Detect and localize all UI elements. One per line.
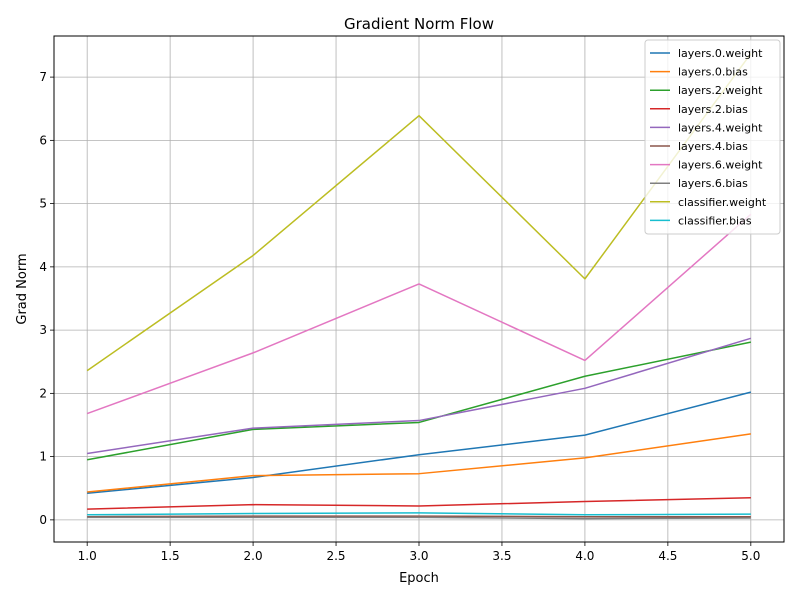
legend-entry-8: classifier.weight: [678, 196, 767, 209]
legend-entry-7: layers.6.bias: [678, 177, 748, 190]
legend-entry-4: layers.4.weight: [678, 121, 763, 134]
y-tick-label: 0: [39, 513, 47, 527]
legend-entry-2: layers.2.weight: [678, 84, 763, 97]
y-tick-label: 4: [39, 260, 47, 274]
legend-entry-5: layers.4.bias: [678, 140, 748, 153]
legend-entry-9: classifier.bias: [678, 214, 752, 227]
legend: layers.0.weight layers.0.bias layers.2.wei…: [644, 39, 781, 235]
series-line-3: [87, 496, 751, 510]
series-line-1: [87, 433, 751, 493]
legend-box: [644, 39, 781, 235]
series-line-5: [87, 515, 751, 518]
series-line-8: [86, 53, 752, 372]
x-tick-label: 2.0: [244, 549, 263, 563]
x-tick-label: 4.0: [575, 549, 594, 563]
legend-entry-0: layers.0.weight: [678, 47, 763, 60]
x-axis-label: Epoch: [399, 571, 439, 586]
series-line-0: [87, 391, 752, 495]
x-tick-label: 2.5: [326, 549, 345, 563]
series-line-4: [87, 337, 752, 455]
series-line-9: [87, 512, 751, 516]
series-lines: [86, 53, 752, 520]
x-axis-ticks: 1.0 1.5 2.0 2.5 3.0 3.5 4.0 4.5 5.0: [78, 542, 760, 563]
x-tick-label: 3.5: [492, 549, 511, 563]
x-tick-label: 4.5: [658, 549, 677, 563]
series-line-6: [86, 213, 752, 415]
chart-title: Gradient Norm Flow: [344, 15, 494, 33]
y-tick-label: 7: [39, 70, 47, 84]
y-tick-label: 6: [39, 133, 47, 147]
legend-entry-3: layers.2.bias: [678, 103, 748, 116]
y-axis-label: Grad Norm: [15, 253, 30, 324]
y-tick-label: 1: [39, 450, 47, 464]
x-tick-label: 1.5: [161, 549, 180, 563]
y-axis-ticks: 0 1 2 3 4 5 6 7: [39, 70, 54, 527]
y-tick-label: 5: [39, 197, 47, 211]
series-line-7: [87, 516, 751, 520]
legend-entry-1: layers.0.bias: [678, 66, 748, 79]
series-line-2: [87, 341, 751, 461]
legend-entry-6: layers.6.weight: [678, 159, 763, 172]
y-tick-label: 3: [39, 323, 47, 337]
y-tick-label: 2: [39, 386, 47, 400]
x-tick-label: 1.0: [78, 549, 97, 563]
x-tick-label: 3.0: [409, 549, 428, 563]
x-tick-label: 5.0: [741, 549, 760, 563]
